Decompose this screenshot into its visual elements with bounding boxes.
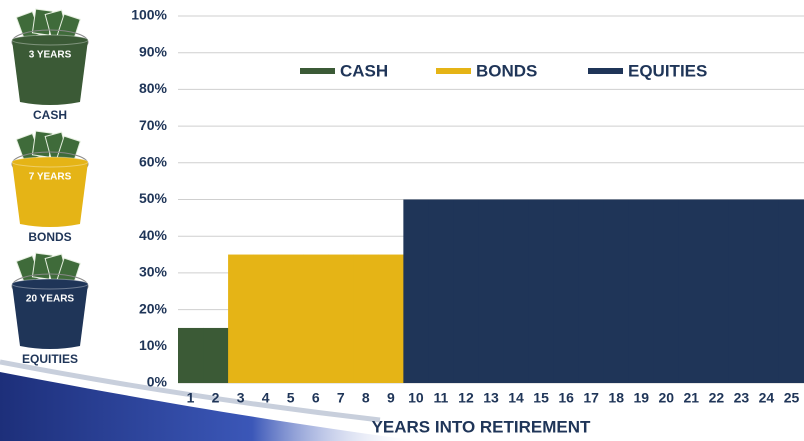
y-tick-label: 40% [139,227,168,243]
bar [453,199,479,383]
bar [678,199,705,383]
x-tick-label: 17 [583,390,599,406]
bar [428,199,454,383]
x-tick-label: 21 [684,390,700,406]
bucket-icon [11,8,89,105]
bucket-rim [11,156,89,168]
bar [278,254,304,383]
x-tick-label: 20 [658,390,674,406]
bucket-body [12,40,88,105]
x-axis-title: YEARS INTO RETIREMENT [372,417,591,436]
x-tick-label: 23 [734,390,750,406]
bucket-amount: 7 YEARS [29,172,72,183]
x-tick-label: 12 [458,390,474,406]
x-tick-label: 10 [408,390,424,406]
x-tick-label: 6 [312,390,320,406]
bucket-rim [11,278,89,290]
bucket-amount: 20 YEARS [26,294,75,305]
y-tick-label: 10% [139,337,168,353]
y-tick-label: 60% [139,154,168,170]
bucket-label: CASH [33,108,67,122]
legend-label: EQUITIES [628,61,707,80]
bar [653,199,680,383]
bar [303,254,329,383]
bar [753,199,780,383]
bucket-amount: 3 YEARS [29,50,72,61]
bucket-body [12,162,88,227]
bar [603,199,630,383]
y-tick-label: 90% [139,43,168,59]
bar [578,199,605,383]
bar [503,199,530,383]
x-tick-label: 3 [237,390,245,406]
bar [253,254,279,383]
decorative-swoosh [0,359,381,423]
y-tick-label: 30% [139,264,168,280]
x-tick-label: 8 [362,390,370,406]
x-tick-label: 2 [212,390,220,406]
x-tick-label: 25 [784,390,800,406]
bucket-icon [11,130,89,227]
bar [778,199,804,383]
y-tick-label: 70% [139,117,168,133]
x-tick-label: 7 [337,390,345,406]
bar [178,327,204,383]
bucket-label: BONDS [28,230,71,244]
bar [403,199,429,383]
x-tick-label: 13 [483,390,499,406]
x-tick-label: 15 [533,390,549,406]
y-tick-label: 80% [139,80,168,96]
bar [728,199,755,383]
bar [353,254,379,383]
bar [628,199,655,383]
legend-swatch [588,68,623,74]
bar [478,199,505,383]
legend-label: CASH [340,61,388,80]
x-tick-label: 4 [262,390,270,406]
y-tick-label: 20% [139,300,168,316]
x-tick-label: 5 [287,390,295,406]
x-tick-label: 1 [187,390,195,406]
bar [528,199,555,383]
bucket-rim [11,34,89,46]
x-tick-label: 22 [709,390,725,406]
bucket-body [12,284,88,349]
x-tick-label: 24 [759,390,775,406]
bar [203,327,229,383]
y-tick-label: 100% [131,7,167,23]
bar [553,199,580,383]
y-tick-label: 0% [147,374,168,390]
bucket-label: EQUITIES [22,352,78,366]
x-tick-label: 14 [508,390,524,406]
legend-swatch [300,68,335,74]
y-tick-label: 50% [139,190,168,206]
x-tick-label: 19 [633,390,649,406]
bar [378,254,404,383]
bar [228,254,254,383]
bar [703,199,730,383]
x-tick-label: 11 [434,390,449,406]
legend-label: BONDS [476,61,537,80]
legend-swatch [436,68,471,74]
x-tick-label: 18 [608,390,624,406]
x-tick-label: 16 [558,390,574,406]
bar [328,254,354,383]
decorative-swoosh [0,372,420,441]
bucket-icon [11,252,89,349]
x-tick-label: 9 [387,390,395,406]
